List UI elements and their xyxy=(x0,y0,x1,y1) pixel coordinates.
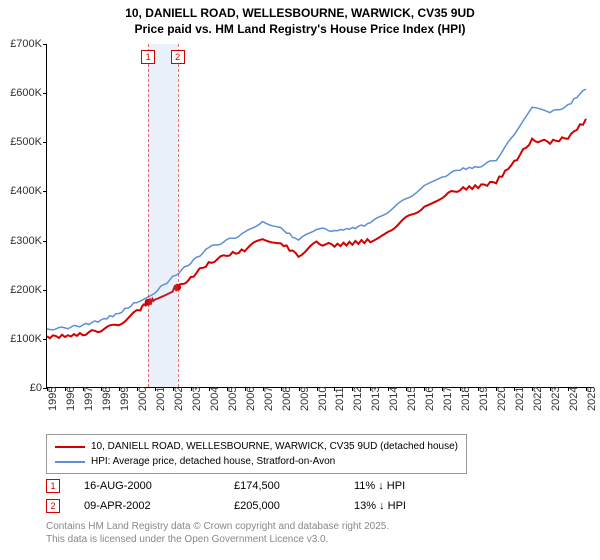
xtick-label: 1995 xyxy=(47,387,59,411)
sale-marker-1: 1 xyxy=(46,479,60,493)
ytick-label: £0 xyxy=(2,382,42,394)
xtick-label: 2024 xyxy=(568,387,580,411)
series-line xyxy=(47,119,586,338)
legend-label-2: HPI: Average price, detached house, Stra… xyxy=(91,454,335,469)
xtick-label: 2019 xyxy=(478,387,490,411)
xtick-label: 2025 xyxy=(586,387,598,411)
plot-svg xyxy=(47,44,595,388)
xtick-label: 2022 xyxy=(532,387,544,411)
chart-area: 1995 1996 1997 1998 1999 2000 2001 2002 2003 2004… xyxy=(2,44,598,424)
xtick-label: 1999 xyxy=(119,387,131,411)
legend-row-1: 10, DANIELL ROAD, WELLESBOURNE, WARWICK,… xyxy=(55,439,458,454)
sales-row-2: 2 09-APR-2002 £205,000 13% ↓ HPI xyxy=(46,496,474,516)
footer-line-1: Contains HM Land Registry data © Crown c… xyxy=(46,520,389,533)
xtick-label: 2023 xyxy=(550,387,562,411)
xtick-label: 2009 xyxy=(299,387,311,411)
marker-vline xyxy=(148,44,149,387)
xtick-label: 2006 xyxy=(245,387,257,411)
title-line-1: 10, DANIELL ROAD, WELLESBOURNE, WARWICK,… xyxy=(0,6,600,22)
title-block: 10, DANIELL ROAD, WELLESBOURNE, WARWICK,… xyxy=(0,0,600,37)
legend-label-1: 10, DANIELL ROAD, WELLESBOURNE, WARWICK,… xyxy=(91,439,458,454)
xtick-label: 2000 xyxy=(137,387,149,411)
xtick-label: 2014 xyxy=(388,387,400,411)
xtick-label: 2018 xyxy=(460,387,472,411)
xtick-label: 2011 xyxy=(334,387,346,411)
legend-row-2: HPI: Average price, detached house, Stra… xyxy=(55,454,458,469)
legend-swatch-2 xyxy=(55,461,85,463)
xtick-label: 2015 xyxy=(406,387,418,411)
ytick-label: £300K xyxy=(2,235,42,247)
shade-region xyxy=(148,44,177,387)
xtick-label: 2017 xyxy=(442,387,454,411)
xtick-label: 2016 xyxy=(424,387,436,411)
footer-line-2: This data is licensed under the Open Gov… xyxy=(46,533,389,546)
sale-price-2: £205,000 xyxy=(234,500,354,512)
xtick-label: 1998 xyxy=(101,387,113,411)
title-line-2: Price paid vs. HM Land Registry's House … xyxy=(0,22,600,38)
xtick-label: 2012 xyxy=(352,387,364,411)
xtick-label: 1996 xyxy=(65,387,77,411)
sale-price-1: £174,500 xyxy=(234,480,354,492)
ytick-label: £700K xyxy=(2,38,42,50)
ytick-label: £200K xyxy=(2,284,42,296)
footer: Contains HM Land Registry data © Crown c… xyxy=(46,520,389,546)
chart-container: 10, DANIELL ROAD, WELLESBOURNE, WARWICK,… xyxy=(0,0,600,560)
xtick-label: 2008 xyxy=(281,387,293,411)
xtick-label: 2005 xyxy=(227,387,239,411)
sale-date-1: 16-AUG-2000 xyxy=(84,480,234,492)
series-line xyxy=(47,89,586,330)
xtick-label: 2001 xyxy=(155,387,167,411)
sale-date-2: 09-APR-2002 xyxy=(84,500,234,512)
ytick-label: £600K xyxy=(2,87,42,99)
ytick-label: £500K xyxy=(2,136,42,148)
sale-marker-2: 2 xyxy=(46,499,60,513)
ytick-label: £100K xyxy=(2,333,42,345)
xtick-label: 2013 xyxy=(370,387,382,411)
xtick-label: 2020 xyxy=(496,387,508,411)
xtick-label: 2010 xyxy=(317,387,329,411)
legend-box: 10, DANIELL ROAD, WELLESBOURNE, WARWICK,… xyxy=(46,434,467,474)
sales-row-1: 1 16-AUG-2000 £174,500 11% ↓ HPI xyxy=(46,476,474,496)
xtick-label: 2002 xyxy=(173,387,185,411)
xtick-label: 2021 xyxy=(514,387,526,411)
xtick-label: 2007 xyxy=(263,387,275,411)
marker-vline xyxy=(178,44,179,387)
plot-region: 1995199619971998199920002001200220032004… xyxy=(46,44,594,388)
top-marker-box: 1 xyxy=(141,50,155,64)
ytick-label: £400K xyxy=(2,185,42,197)
top-marker-box: 2 xyxy=(171,50,185,64)
sales-table: 1 16-AUG-2000 £174,500 11% ↓ HPI 2 09-AP… xyxy=(46,476,474,516)
sale-hpi-2: 13% ↓ HPI xyxy=(354,500,474,512)
legend-swatch-1 xyxy=(55,446,85,448)
xtick-label: 2004 xyxy=(209,387,221,411)
sale-hpi-1: 11% ↓ HPI xyxy=(354,480,474,492)
xtick-label: 2003 xyxy=(191,387,203,411)
xtick-label: 1997 xyxy=(83,387,95,411)
